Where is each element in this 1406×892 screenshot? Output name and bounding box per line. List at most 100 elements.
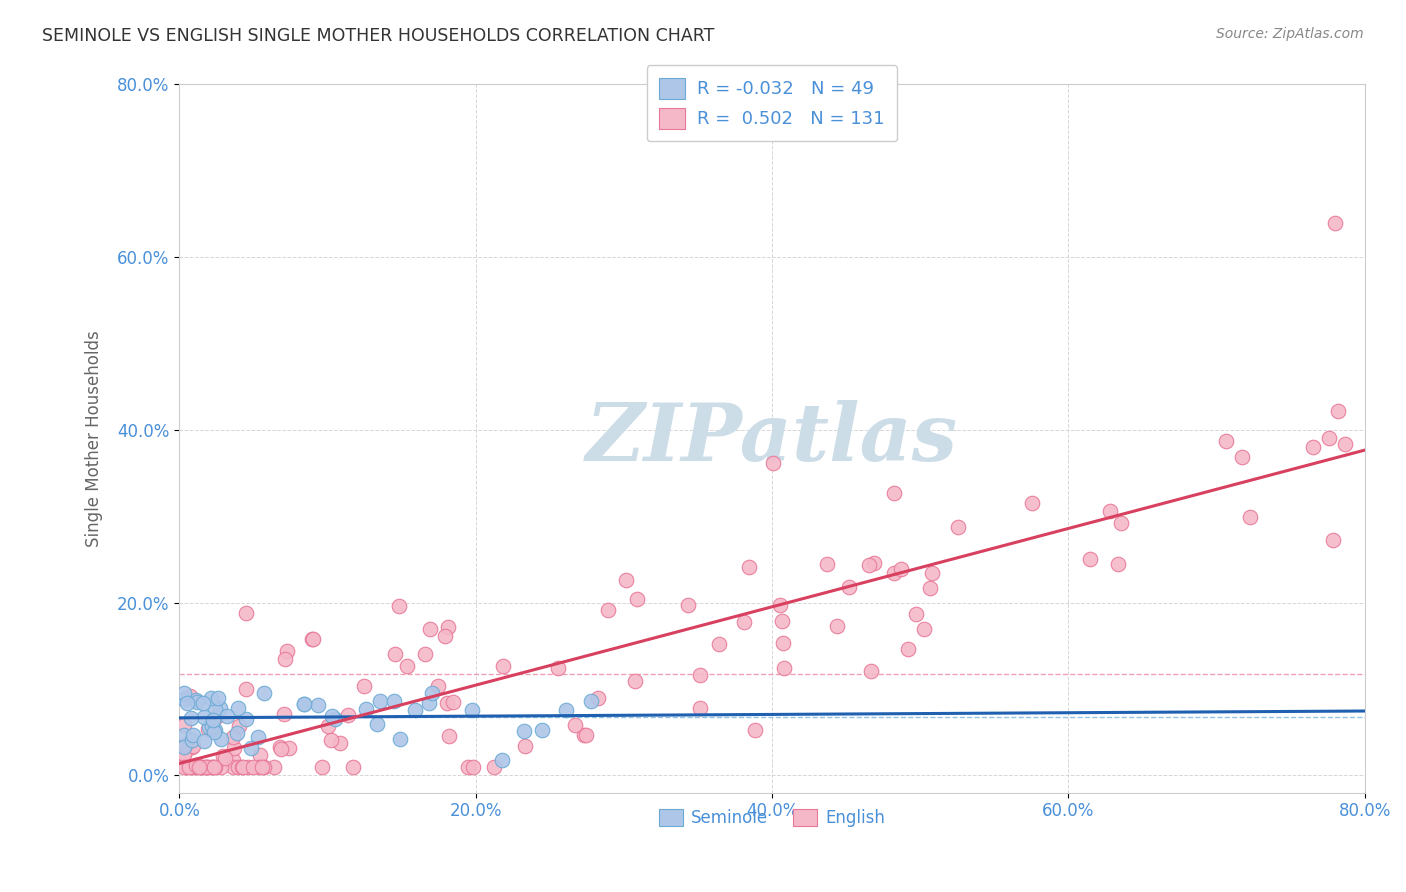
Point [491,753,513,767]
Point [201,760,224,774]
Point [319,733,342,747]
Point [586,690,609,705]
Point [1324,216,1347,230]
Point [418,696,440,710]
Point [404,703,426,717]
Point [193,733,215,747]
Point [384,648,406,662]
Point [772,636,794,650]
Point [575,728,598,742]
Point [253,760,276,774]
Point [180,740,202,755]
Point [530,723,553,737]
Point [232,760,254,774]
Point [426,679,449,693]
Point [744,723,766,738]
Point [579,694,602,708]
Point [277,741,299,756]
Point [207,691,229,706]
Point [215,709,238,723]
Point [413,648,436,662]
Point [572,728,595,742]
Point [858,558,880,572]
Point [624,674,647,689]
Point [228,719,250,733]
Point [292,697,315,711]
Point [883,566,905,580]
Point [198,719,221,733]
Point [222,753,245,767]
Point [817,557,839,571]
Point [226,760,249,774]
Point [946,520,969,534]
Point [457,760,479,774]
Point [513,724,536,739]
Point [463,760,485,774]
Point [184,758,207,772]
Point [1078,552,1101,566]
Point [311,760,333,774]
Point [1317,431,1340,445]
Point [353,679,375,693]
Point [177,760,200,774]
Point [773,661,796,675]
Point [921,566,943,580]
Point [689,700,711,714]
Point [208,701,231,715]
Point [1302,440,1324,454]
Point [302,632,325,647]
Point [883,486,905,500]
Point [897,642,920,657]
Point [482,760,505,774]
Y-axis label: Single Mother Households: Single Mother Households [86,330,103,547]
Point [547,661,569,675]
Point [249,747,271,762]
Point [1215,434,1237,448]
Point [329,736,352,750]
Point [419,622,441,636]
Point [204,760,226,774]
Point [247,760,270,774]
Point [204,702,226,716]
Point [437,619,460,633]
Point [827,619,849,633]
Point [366,716,388,731]
Point [194,760,217,774]
Point [214,751,236,765]
Point [555,704,578,718]
Point [316,719,339,733]
Point [1239,509,1261,524]
Point [184,760,207,774]
Point [209,760,232,774]
Point [905,607,928,622]
Point [1230,450,1253,465]
Point [197,760,219,774]
Point [173,747,195,761]
Point [270,742,292,756]
Point [174,738,197,752]
Point [250,760,273,774]
Point [180,711,202,725]
Point [180,760,202,774]
Point [181,760,204,774]
Point [240,740,263,755]
Point [1107,557,1129,571]
Point [228,701,250,715]
Point [235,712,257,726]
Point [173,760,195,774]
Point [1322,533,1344,548]
Point [186,760,208,774]
Point [689,668,711,682]
Point [202,714,225,728]
Point [195,760,218,774]
Point [737,560,759,574]
Point [174,760,197,774]
Point [356,701,378,715]
Point [1098,504,1121,518]
Point [212,749,235,764]
Point [186,695,208,709]
Point [436,696,458,710]
Point [918,581,941,595]
Point [179,689,201,703]
Point [441,695,464,709]
